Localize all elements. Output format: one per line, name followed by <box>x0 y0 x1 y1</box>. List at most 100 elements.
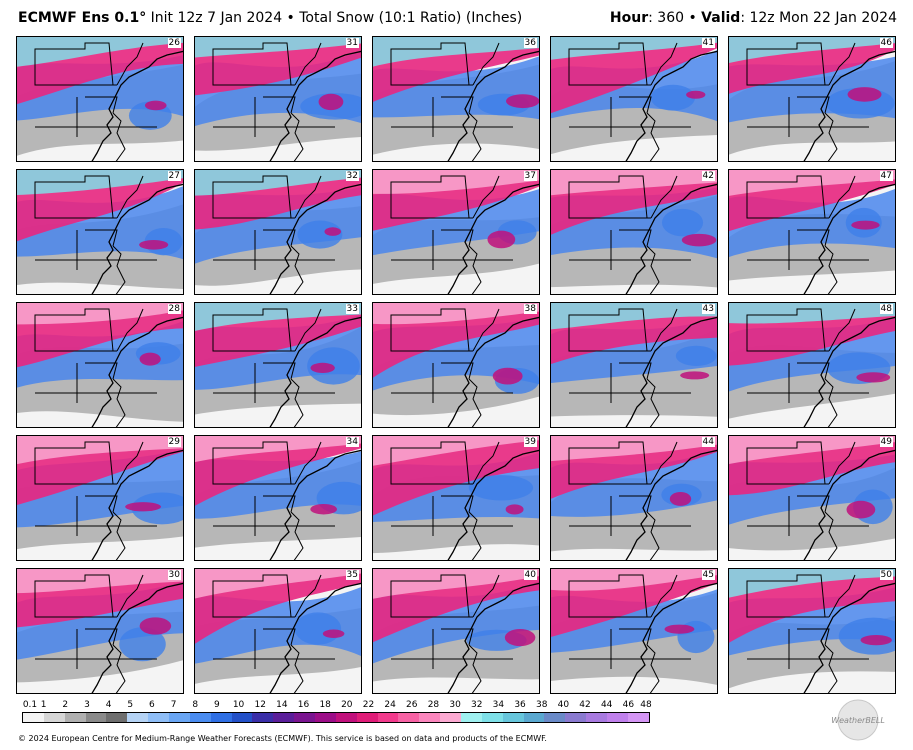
hour-label: Hour <box>609 10 649 26</box>
colorbar-tick-label: 32 <box>471 700 483 710</box>
colorbar-tick-label: 42 <box>579 700 591 710</box>
member-number: 35 <box>345 570 359 580</box>
snowfall-map <box>729 170 895 294</box>
colorbar-swatch <box>43 713 65 722</box>
ensemble-member-panel: 44 <box>550 435 718 561</box>
snowfall-map <box>729 303 895 427</box>
ensemble-member-panel: 31 <box>194 36 362 162</box>
colorbar-swatch <box>85 713 107 722</box>
snowfall-map <box>195 436 361 560</box>
ensemble-member-panel: 32 <box>194 169 362 295</box>
snowfall-map <box>729 436 895 560</box>
run-info: Init 12z 7 Jan 2024 • Total Snow (10:1 R… <box>146 10 523 26</box>
colorbar-tick-label: 48 <box>640 700 652 710</box>
snowfall-map <box>373 170 539 294</box>
member-number: 31 <box>345 38 359 48</box>
ensemble-member-panel: 27 <box>16 169 184 295</box>
colorbar-swatch <box>461 713 482 722</box>
colorbar-swatch <box>481 713 503 722</box>
colorbar-tick-label: 16 <box>297 700 310 710</box>
colorbar-tick-label: 6 <box>149 700 155 710</box>
snowfall-map <box>729 37 895 161</box>
colorbar-tick-label: 3 <box>84 700 90 710</box>
member-number: 48 <box>879 304 893 314</box>
colorbar-tick-label: 2 <box>62 700 69 710</box>
colorbar-swatch <box>252 713 274 722</box>
colorbar-swatch <box>148 713 170 722</box>
member-number: 46 <box>879 38 893 48</box>
valid-label: Valid <box>701 10 741 26</box>
colorbar-swatch <box>607 713 628 722</box>
member-number: 45 <box>701 570 715 580</box>
chart-title: ECMWF Ens 0.1° Init 12z 7 Jan 2024 • Tot… <box>18 10 522 26</box>
colorbar-swatch <box>398 713 420 722</box>
ensemble-member-panel: 47 <box>728 169 896 295</box>
colorbar-tick-label: 1 <box>40 700 47 710</box>
snowfall-map <box>373 37 539 161</box>
snowfall-map <box>17 170 183 294</box>
snowfall-map <box>373 569 539 693</box>
snowfall-map <box>195 170 361 294</box>
member-number: 36 <box>523 38 537 48</box>
ensemble-member-panel: 30 <box>16 568 184 694</box>
snowfall-map <box>195 303 361 427</box>
colorbar-tick-label: 9 <box>214 700 220 710</box>
member-number: 47 <box>879 171 893 181</box>
colorbar-swatch <box>189 713 211 722</box>
colorbar-swatch <box>210 713 232 722</box>
colorbar-swatch <box>315 713 336 722</box>
colorbar-swatch <box>273 713 295 722</box>
colorbar-tick-label: 20 <box>341 700 353 710</box>
member-number: 27 <box>167 171 181 181</box>
ensemble-member-panel: 48 <box>728 302 896 428</box>
colorbar: 0.1 1 2 3 4 5 6 7 8 9 10 12 14 16 18 20 22 24 26 28 30 32 34 36… <box>18 700 652 724</box>
snowfall-map <box>551 569 717 693</box>
colorbar-tick-label: 8 <box>192 700 199 710</box>
ensemble-member-panel: 33 <box>194 302 362 428</box>
svg-text:WeatherBELL: WeatherBELL <box>831 716 885 725</box>
colorbar-tick-label: 10 <box>232 700 245 710</box>
snowfall-map <box>17 436 183 560</box>
colorbar-swatch <box>502 713 524 722</box>
ensemble-member-panel: 50 <box>728 568 896 694</box>
colorbar-tick-label: 4 <box>105 700 112 710</box>
colorbar-swatch <box>544 713 566 722</box>
weatherbell-logo: WeatherBELL <box>831 699 885 741</box>
member-number: 29 <box>167 437 181 447</box>
snowfall-map <box>17 569 183 693</box>
degree-symbol: ° <box>139 10 147 26</box>
ensemble-member-panel: 46 <box>728 36 896 162</box>
member-number: 49 <box>879 437 893 447</box>
snowfall-map <box>195 569 361 693</box>
colorbar-tick-label: 12 <box>254 700 266 710</box>
ensemble-member-panel: 26 <box>16 36 184 162</box>
colorbar-swatch <box>419 713 441 722</box>
ensemble-member-panel: 41 <box>550 36 718 162</box>
colorbar-tick-label: 40 <box>557 700 570 710</box>
colorbar-tick-label: 0.1 <box>22 700 38 710</box>
colorbar-swatch <box>127 713 149 722</box>
snowfall-map <box>373 303 539 427</box>
colorbar-swatch <box>169 713 190 722</box>
member-number: 26 <box>167 38 181 48</box>
ensemble-member-panel: 29 <box>16 435 184 561</box>
snowfall-map <box>373 436 539 560</box>
ensemble-panel-grid: 26 31 36 41 46 27 32 37 42 47 28 33 38 43 48 29 34 39 44 49… <box>16 36 899 696</box>
member-number: 44 <box>701 437 715 447</box>
colorbar-tick-label: 14 <box>276 700 288 710</box>
ensemble-member-panel: 43 <box>550 302 718 428</box>
hour-value: : 360 • <box>648 10 702 26</box>
colorbar-swatch <box>523 713 545 722</box>
colorbar-tick-label: 18 <box>319 700 331 710</box>
snowfall-map <box>17 303 183 427</box>
ensemble-member-panel: 38 <box>372 302 540 428</box>
snowfall-map <box>551 436 717 560</box>
colorbar-tick-label: 22 <box>362 700 375 710</box>
snowfall-map <box>551 37 717 161</box>
member-number: 50 <box>879 570 893 580</box>
snowfall-map <box>551 303 717 427</box>
colorbar-tick-label: 44 <box>600 700 613 710</box>
member-number: 41 <box>701 38 715 48</box>
colorbar-tick-label: 5 <box>127 700 134 710</box>
ensemble-member-panel: 37 <box>372 169 540 295</box>
